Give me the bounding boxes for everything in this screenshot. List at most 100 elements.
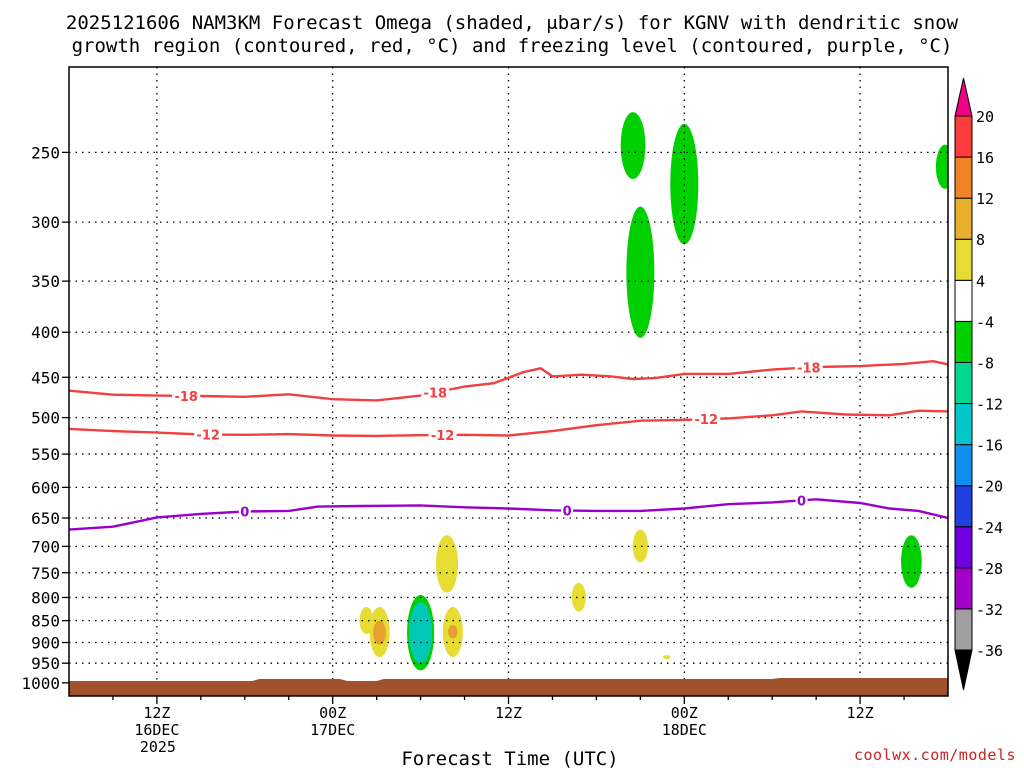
colorbar-over-arrow [954,77,973,117]
y-tick-label: 850 [31,612,60,631]
colorbar: -36 -32 -28 -24 -20 -16 -12 -8 -4 4 8 12 16 20 [954,77,1003,691]
contour-label-bg [238,504,251,519]
contour-label-bg [561,503,574,518]
y-tick-label: 250 [31,143,60,162]
y-tick-label: 900 [31,634,60,653]
colorbar-tick-label: -24 [976,519,1003,537]
plot-background [69,67,948,696]
colorbar-tick-label: 8 [976,231,985,249]
chart-title-line1: 2025121606 NAM3KM Forecast Omega (shaded… [66,12,959,34]
x-tick-label: 17DEC [310,721,355,739]
y-tick-label: 800 [31,588,60,607]
contour-label-bg [692,412,721,427]
contour-label-bg [795,493,808,508]
y-tick-label: 750 [31,564,60,583]
terrain-surface [69,678,948,696]
y-tick-label: 700 [31,537,60,556]
colorbar-tick-label: -36 [976,642,1003,660]
contours: -18 -18 -18 -12 -12 -12 0 0 0 [69,359,948,531]
colorbar-box [954,485,973,528]
contour-label: -12 [196,429,220,444]
omega-shaded-region [935,144,948,189]
omega-shaded-region [901,535,922,588]
contour-label: -12 [695,413,719,428]
colorbar-box [954,238,973,281]
y-tick-label: 600 [31,478,60,497]
contour-label: -12 [431,429,455,444]
colorbar-tick-label: -32 [976,601,1003,619]
omega-shaded-region [409,602,433,664]
colorbar-box [954,567,973,610]
plot-area: -18 -18 -18 -12 -12 -12 0 0 0 250 300 350 400 450 500 5… [21,66,949,756]
omega-shaded-region [632,529,648,563]
x-tick-label: 00Z [671,704,698,722]
omega-shading [359,112,948,671]
colorbar-under-arrow [954,649,973,691]
omega-shaded-region [359,606,374,634]
colorbar-tick-label: -4 [976,313,994,331]
y-tick-label: 450 [31,368,60,387]
contour-label: 0 [240,505,249,520]
contour-label: 0 [563,504,572,519]
colorbar-box [954,526,973,569]
contour-label-bg [421,385,450,400]
contour-label: -18 [174,390,198,405]
omega-shaded-region [373,620,386,645]
colorbar-tick-label: -16 [976,437,1003,455]
y-tick-label: 650 [31,509,60,528]
omega-shaded-region [663,655,671,660]
contour-label-bg [172,388,201,403]
colorbar-tick-label: -12 [976,396,1003,414]
colorbar-tick-label: 12 [976,190,994,208]
x-tick-label: 12Z [143,704,170,722]
x-tick-label: 12Z [495,704,522,722]
colorbar-box [954,361,973,405]
y-tick-label: 550 [31,445,60,464]
contour-line [69,409,948,438]
chart-title-line2: growth region (contoured, red, °C) and f… [72,35,953,57]
colorbar-tick-label: -20 [976,478,1003,496]
colorbar-tick-label: -8 [976,354,994,372]
contour-label: -18 [424,387,448,402]
colorbar-box [954,156,973,199]
colorbar-box [954,403,973,446]
contour-label: -18 [797,361,821,376]
colorbar-box [954,197,973,240]
contour-label: 0 [797,494,806,509]
colorbar-tick-label: -28 [976,560,1003,578]
y-tick-label: 300 [31,213,60,232]
contour-label-bg [428,428,457,443]
grid [69,67,948,696]
x-tick-label: 16DEC [134,721,179,739]
colorbar-box [954,608,973,651]
y-tick-label: 350 [31,272,60,291]
colorbar-tick-label: 16 [976,149,994,167]
y-axis: 250 300 350 400 450 500 550 600 650 700 750 800 850 9… [21,143,69,693]
x-tick-label: 12Z [847,704,874,722]
y-tick-label: 1000 [21,674,60,693]
omega-shaded-region [571,582,586,612]
omega-shaded-region [620,112,646,179]
y-tick-label: 400 [31,323,60,342]
colorbar-box [954,444,973,487]
x-tick-label: 18DEC [662,721,707,739]
omega-shaded-region [447,625,458,639]
colorbar-box [954,115,973,158]
credit-text: coolwx.com/models [854,746,1016,764]
omega-shaded-region [626,206,655,338]
x-tick-label: 2025 [140,738,176,756]
contour-label-bg [794,360,823,375]
omega-shaded-region [435,535,459,593]
x-axis-label: Forecast Time (UTC) [401,748,618,768]
contour-line [69,498,948,531]
colorbar-box [954,279,973,322]
y-tick-label: 500 [31,409,60,428]
colorbar-box [954,320,973,363]
colorbar-tick-label: 4 [976,272,985,290]
y-tick-label: 950 [31,654,60,673]
contour-label-bg [194,427,223,442]
x-tick-label: 00Z [319,704,346,722]
colorbar-tick-label: 20 [976,108,994,126]
